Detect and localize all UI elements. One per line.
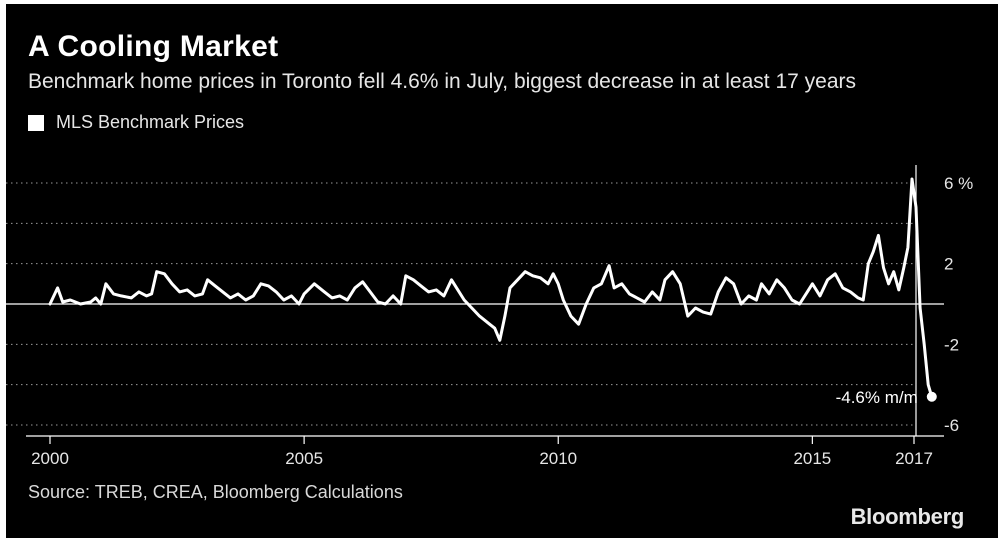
x-tick-label: 2000 [31,449,69,468]
y-tick-label: 6 % [944,174,973,193]
x-tick-label: 2015 [793,449,831,468]
bloomberg-logo: Bloomberg [850,504,965,529]
chart-panel: A Cooling Market Benchmark home prices i… [6,4,998,538]
endpoint-marker [926,391,937,402]
y-tick-label: 2 [944,255,953,274]
line-chart: 6 % 2 -2 -6 2000 2005 2010 2015 2017 -4.6% m/m [6,165,973,468]
x-tick-label: 2005 [285,449,323,468]
chart-legend: MLS Benchmark Prices [28,112,244,133]
legend-swatch [28,114,44,131]
series-line [48,177,934,399]
legend-label: MLS Benchmark Prices [56,112,245,132]
x-tick-label: 2017 [895,449,933,468]
x-tick-label: 2010 [539,449,577,468]
y-tick-label: -2 [944,335,959,354]
axis-layer [6,165,944,444]
label-layer: 6 % 2 -2 -6 2000 2005 2010 2015 2017 -4.6% m/m [31,174,973,468]
series-layer [48,177,937,402]
chart-subtitle: Benchmark home prices in Toronto fell 4.… [28,70,856,93]
y-tick-label: -6 [944,416,959,435]
grid-layer [6,182,916,426]
annotation-label: -4.6% m/m [836,388,918,407]
source-note: Source: TREB, CREA, Bloomberg Calculatio… [28,482,403,502]
chart-title: A Cooling Market [28,30,279,63]
